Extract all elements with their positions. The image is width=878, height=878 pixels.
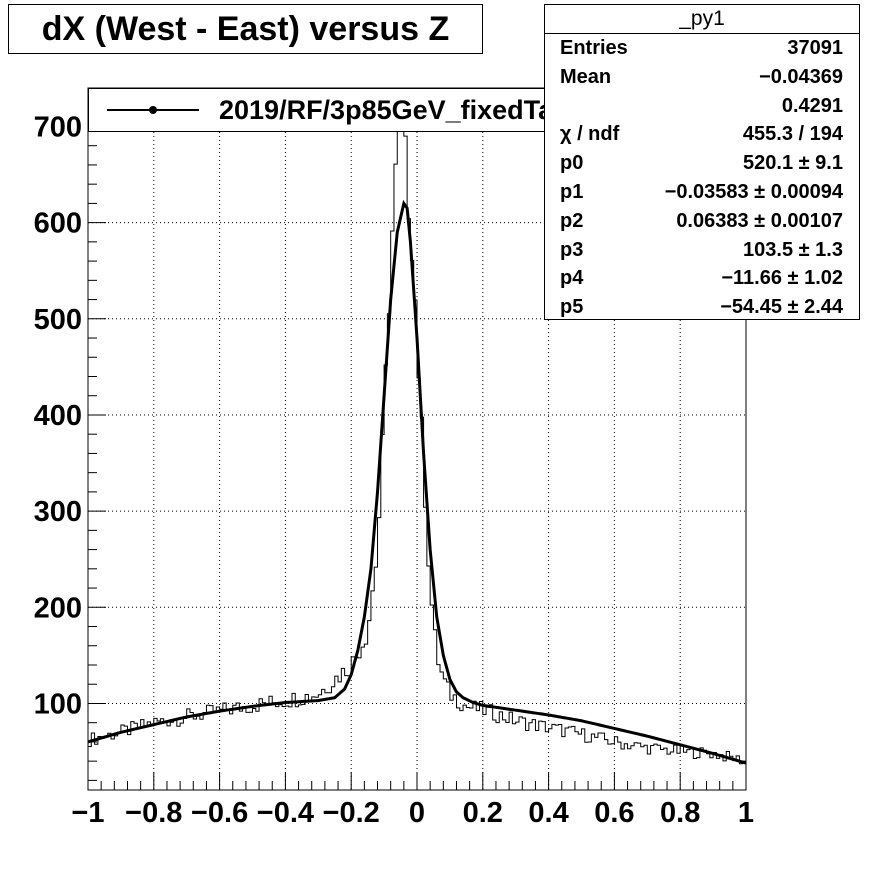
- fit-curve: [87, 199, 747, 765]
- y-tick-label: 600: [34, 208, 82, 240]
- stats-box: _py1 Entries 37091 Mean −0.04369 0.4291 χ / n…: [544, 4, 860, 320]
- tick-labels: −1 −0.8 −0.6 −0.4 −0.2 0 0.2 0.4 0.6 0.8 1 100 200 30…: [34, 111, 754, 829]
- stats-value: −11.66 ± 1.02: [721, 267, 843, 290]
- stats-row: p2 0.06383 ± 0.00107: [545, 207, 859, 236]
- y-tick-label: 100: [34, 688, 82, 720]
- stats-name: p4: [560, 267, 584, 290]
- legend-marker-icon: [149, 106, 157, 114]
- stats-name: p2: [560, 209, 584, 232]
- stats-value: 103.5 ± 1.3: [743, 238, 843, 261]
- stats-value: −0.04369: [759, 65, 843, 88]
- stats-row: p5 −54.45 ± 2.44: [545, 293, 859, 322]
- legend: 2019/RF/3p85GeV_fixedTarget: [88, 88, 614, 132]
- x-tick-label: 0.2: [463, 797, 503, 829]
- stats-row: Mean −0.04369: [545, 63, 859, 92]
- stats-row: p4 −11.66 ± 1.02: [545, 264, 859, 293]
- y-tick-label: 400: [34, 400, 82, 432]
- stats-value: 0.4291: [781, 94, 843, 117]
- stats-value: 520.1 ± 9.1: [743, 152, 843, 175]
- stats-name: χ / ndf: [560, 123, 620, 146]
- x-tick-label: 1: [738, 797, 754, 829]
- stats-row: p3 103.5 ± 1.3: [545, 236, 859, 265]
- x-tick-label: −0.4: [257, 797, 314, 829]
- stats-value: 455.3 / 194: [742, 123, 843, 146]
- stats-rows: Entries 37091 Mean −0.04369 0.4291 χ / ndf 455…: [545, 34, 859, 322]
- stats-value: −54.45 ± 2.44: [720, 296, 843, 319]
- stats-name: p3: [560, 238, 584, 261]
- x-tick-label: 0.8: [660, 797, 700, 829]
- ticks: [87, 106, 747, 790]
- y-tick-label: 500: [34, 304, 82, 336]
- stats-name: p1: [560, 180, 584, 203]
- x-tick-label: 0: [409, 797, 425, 829]
- stats-row: p1 −0.03583 ± 0.00094: [545, 178, 859, 207]
- stats-name: p0: [560, 152, 584, 175]
- stats-value: 37091: [787, 37, 843, 59]
- chart-title: dX (West - East) versus Z: [8, 4, 483, 54]
- x-tick-label: 0.4: [528, 797, 568, 829]
- stats-name: Entries: [560, 37, 628, 59]
- stats-value: −0.03583 ± 0.00094: [664, 180, 843, 203]
- x-tick-label: −0.2: [323, 797, 380, 829]
- y-tick-label: 700: [34, 111, 82, 143]
- stats-row: 0.4291: [545, 92, 859, 121]
- stats-name: Mean: [560, 65, 612, 88]
- stats-name: p5: [560, 296, 584, 319]
- stats-row: Entries 37091: [545, 34, 859, 63]
- x-tick-label: −0.6: [191, 797, 248, 829]
- y-tick-label: 300: [34, 496, 82, 528]
- legend-entry: 2019/RF/3p85GeV_fixedTarget: [219, 95, 605, 125]
- x-tick-label: 0.6: [594, 797, 634, 829]
- stats-title: _py1: [545, 5, 859, 34]
- stats-row: χ / ndf 455.3 / 194: [545, 120, 859, 149]
- x-tick-label: −1: [71, 797, 104, 829]
- x-tick-label: −0.8: [125, 797, 182, 829]
- y-tick-label: 200: [34, 592, 82, 624]
- stats-row: p0 520.1 ± 9.1: [545, 149, 859, 178]
- stats-value: 0.06383 ± 0.00107: [676, 209, 843, 232]
